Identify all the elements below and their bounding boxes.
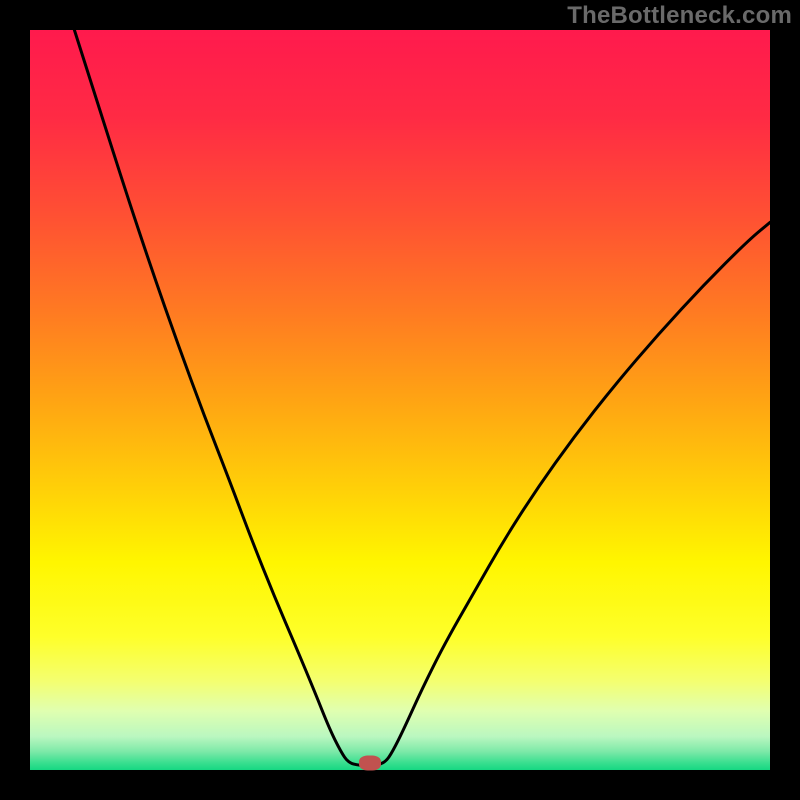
plot-area [30,30,770,770]
watermark-text: TheBottleneck.com [567,2,792,30]
canvas-background: TheBottleneck.com [0,0,800,800]
optimal-point-marker [359,755,381,770]
bottleneck-curve [30,30,770,770]
